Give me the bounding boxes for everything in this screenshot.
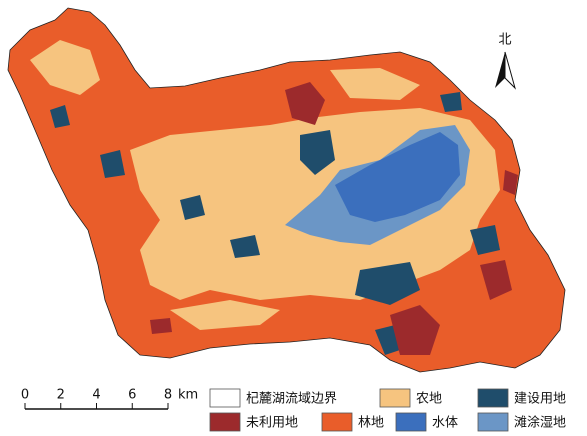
map-body bbox=[7, 7, 566, 373]
legend-swatch bbox=[379, 388, 411, 408]
legend-label: 建设用地 bbox=[514, 392, 566, 407]
unused-land bbox=[150, 318, 172, 334]
built-up-patches bbox=[50, 92, 500, 355]
legend-label: 农地 bbox=[416, 392, 442, 407]
scale-label: 6 bbox=[128, 388, 136, 403]
legend-label: 杞麓湖流域边界 bbox=[246, 392, 337, 407]
legend-label: 滩涂湿地 bbox=[514, 415, 566, 431]
built-up bbox=[440, 92, 462, 112]
legend-label: 未利用地 bbox=[246, 416, 298, 431]
legend-swatch bbox=[395, 412, 427, 432]
legend-swatch bbox=[321, 412, 353, 432]
built-up bbox=[50, 105, 70, 128]
built-up bbox=[230, 235, 260, 258]
legend-swatch bbox=[209, 388, 241, 408]
legend-swatch bbox=[209, 412, 241, 432]
farmland bbox=[330, 68, 420, 100]
unused-land bbox=[285, 82, 325, 125]
farmland bbox=[30, 40, 100, 95]
scale-label: 8 bbox=[164, 388, 172, 403]
unused-land bbox=[503, 170, 518, 195]
built-up bbox=[355, 262, 420, 305]
built-up bbox=[300, 130, 335, 175]
farmland bbox=[170, 300, 280, 330]
lake bbox=[335, 132, 460, 222]
legend-label: 水体 bbox=[432, 416, 458, 431]
scale-label: 2 bbox=[57, 388, 65, 403]
built-up bbox=[470, 225, 500, 255]
legend-label: 林地 bbox=[358, 416, 384, 431]
built-up bbox=[375, 325, 400, 355]
unused-patches bbox=[150, 82, 518, 355]
legend-swatch bbox=[477, 412, 509, 432]
north-label: 北 bbox=[498, 33, 511, 48]
built-up bbox=[180, 195, 205, 220]
unused-land bbox=[390, 305, 440, 355]
north-arrow: 北 bbox=[495, 33, 516, 90]
north-arrow-shape bbox=[495, 52, 505, 88]
unused-land bbox=[480, 260, 512, 300]
scale-label: 0 bbox=[21, 388, 29, 403]
built-up bbox=[100, 150, 125, 178]
north-arrow-shape bbox=[504, 51, 516, 90]
scale-bar: 0 2 4 6 8 km bbox=[21, 388, 198, 410]
scale-unit: km bbox=[178, 388, 198, 403]
legend-swatch bbox=[477, 388, 509, 408]
scale-label: 4 bbox=[92, 388, 100, 403]
